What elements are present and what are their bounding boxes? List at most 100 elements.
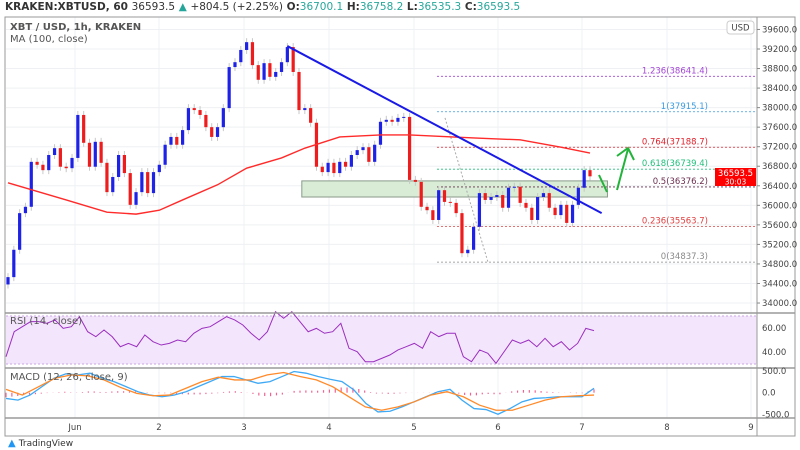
candle-down [291, 47, 295, 72]
candle-up [396, 117, 400, 122]
time-tick: 4 [326, 423, 331, 433]
candle-up [262, 63, 266, 80]
candle-down [530, 207, 534, 220]
time-tick: 8 [664, 423, 669, 433]
rsi-tick: 60.00 [762, 324, 786, 334]
fib-level-label: 0.618(36739.4) [642, 159, 708, 169]
candle-down [343, 161, 348, 167]
candle-up [576, 187, 580, 205]
candle-up [111, 176, 115, 193]
up-arrow-icon: ▲ [178, 1, 187, 13]
candle-up [140, 172, 144, 193]
candle-up [169, 136, 173, 145]
high-value: 36758.2 [359, 1, 404, 13]
chart-title: XBT / USD, 1h, KRAKEN [10, 22, 141, 33]
candle-down [309, 108, 313, 123]
time-tick: 9 [748, 423, 753, 433]
candle-up [466, 249, 470, 254]
price-tick: 36000.0 [762, 201, 797, 211]
candle-up [245, 42, 249, 50]
symbol-name: KRAKEN:XBTUSD, 60 [5, 1, 128, 13]
price-tick: 39200.0 [762, 45, 797, 55]
candle-down [99, 141, 103, 163]
low-label: L: [406, 1, 418, 13]
time-tick: 6 [495, 423, 500, 433]
candle-down [175, 136, 179, 145]
candle-up [477, 193, 482, 227]
candle-up [495, 195, 499, 198]
candle-up [472, 226, 476, 250]
axes: 34000.0 34400.0 34800.0 35200.0 35600.0 36000… [67, 25, 797, 433]
candle-down [518, 186, 522, 203]
candle-up [355, 150, 359, 156]
candle-down [146, 172, 150, 194]
candle-down [105, 162, 109, 193]
fib-level-label: 1.236(38641.4) [642, 66, 708, 76]
candle-down [82, 114, 86, 143]
price-tick: 37600.0 [762, 123, 797, 133]
usd-label: USD [731, 24, 750, 34]
fib-level-label: 0.236(35563.7) [642, 217, 708, 227]
candle-down [431, 210, 435, 220]
last-price: 36593.5 [131, 1, 176, 13]
rsi-pane [5, 310, 757, 365]
candle-up [378, 121, 383, 145]
macd-pane [5, 370, 595, 415]
macd-tick: -500.0 [762, 410, 789, 420]
candle-up [18, 213, 22, 250]
time-tick: 7 [579, 423, 584, 433]
candle-up [338, 161, 342, 174]
candle-up [93, 141, 97, 167]
candle-down [87, 142, 92, 167]
price-tick: 35200.0 [762, 240, 797, 250]
candle-up [512, 186, 516, 188]
fibonacci-levels: 1.236(38641.4) 1(37915.1) 0.764(37188.7) 0.… [437, 66, 757, 263]
candle-down [204, 114, 208, 128]
green-stroke [598, 174, 608, 193]
ma-legend: MA (100, close) [10, 34, 88, 45]
signal-line [5, 371, 595, 411]
price-tick: 38000.0 [762, 104, 797, 114]
candle-up [541, 193, 546, 198]
rsi-legend: RSI (14, close) [10, 316, 82, 327]
candle-up [373, 144, 377, 162]
ma-line [7, 134, 591, 215]
close-value: 36593.5 [476, 1, 521, 13]
candle-up [157, 164, 161, 173]
candle-down [58, 148, 62, 167]
candle-down [268, 63, 272, 77]
macd-legend: MACD (12, 26, close, 9) [10, 372, 128, 383]
candle-up [116, 155, 121, 177]
fib-level-label: 0.5(36376.2) [653, 177, 708, 187]
candle-up [163, 144, 167, 165]
candle-up [233, 62, 237, 68]
candle-up [279, 62, 284, 72]
usd-button[interactable]: USD [726, 20, 755, 35]
candle-up [384, 119, 388, 122]
candle-down [442, 190, 447, 202]
candle-down [297, 71, 301, 111]
candle-up [186, 108, 191, 131]
candle-up [285, 47, 289, 63]
candle-down [332, 162, 336, 174]
candle-down [64, 166, 68, 169]
candle-up [506, 187, 511, 208]
candle-down [41, 164, 45, 171]
time-tick: Jun [67, 423, 81, 433]
rsi-line [5, 310, 595, 365]
candle-up [239, 49, 243, 63]
tradingview-logo[interactable]: ▲ TradingView [8, 438, 73, 449]
trendline[interactable] [286, 45, 603, 215]
candle-down [425, 206, 429, 211]
candle-up [221, 108, 225, 128]
price-tick: 34000.0 [762, 299, 797, 309]
candles [6, 38, 592, 289]
candle-up [402, 116, 406, 118]
support-zone [301, 180, 608, 198]
candle-down [198, 110, 202, 115]
candle-up [437, 190, 441, 220]
chart-frame [4, 16, 796, 437]
close-label: C: [464, 1, 477, 13]
candle-up [227, 67, 231, 109]
